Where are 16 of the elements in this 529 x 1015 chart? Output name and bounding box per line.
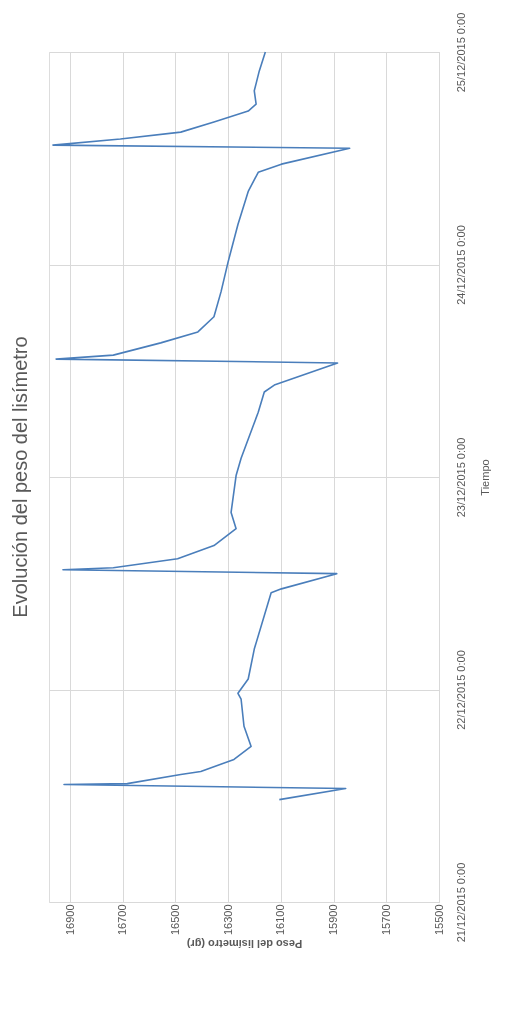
y-tick-label: 22/12/2015 0:00 [454,650,467,730]
x-tick-label: 16700 [116,904,129,936]
y-tick-label: 23/12/2015 0:00 [454,437,467,518]
x-tick-label: 16300 [221,904,234,936]
text: Evolución del peso del lisímetro [9,336,31,618]
y-tick-label: 24/12/2015 0:00 [454,225,467,305]
y-tick-label: 21/12/2015 0:00 [454,862,467,943]
x-tick-label: 15500 [432,904,445,936]
x-axis-title: Peso del lisímetro (gr) [186,938,303,951]
x-tick-label: 16100 [274,904,287,936]
x-tick-label: 15900 [327,904,340,936]
x-tick-label: 15700 [379,904,392,936]
x-tick-label: 16900 [63,904,76,936]
y-tick-label: 25/12/2015 0:00 [454,12,467,93]
x-tick-label: 16500 [168,904,181,936]
y-axis-title: Tiempo [478,459,491,496]
